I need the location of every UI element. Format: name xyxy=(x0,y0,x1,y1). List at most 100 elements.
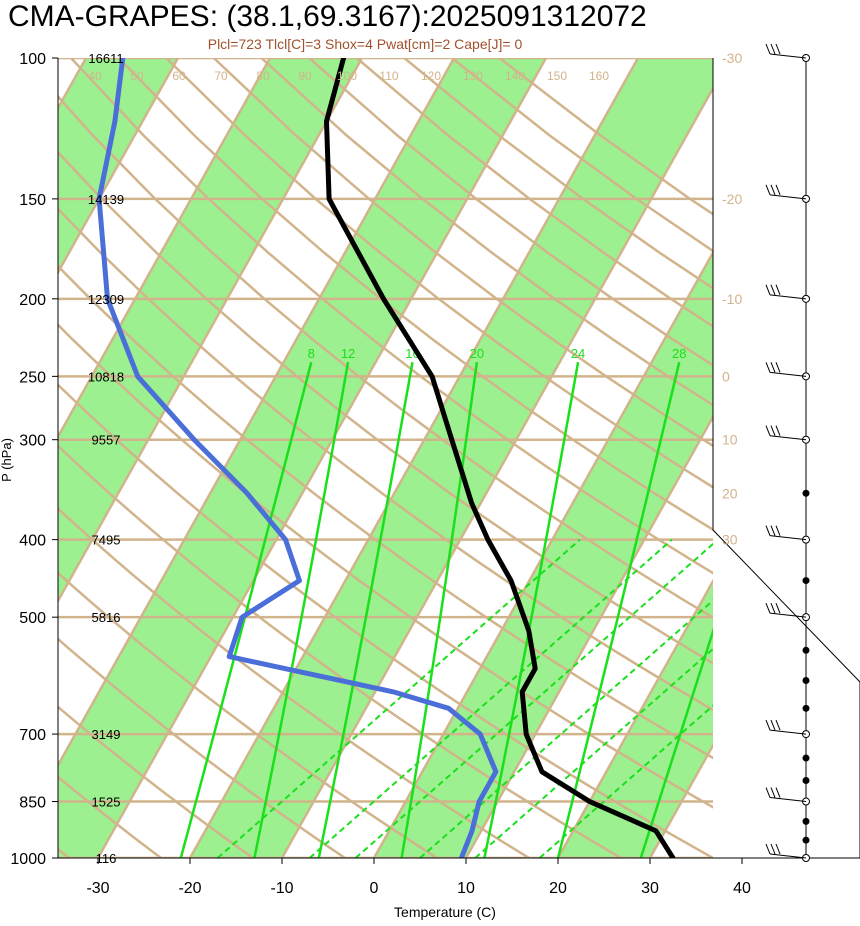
mixing-ratio-label: 2 xyxy=(312,860,318,871)
moist-adiabat-label: 32 xyxy=(792,346,806,361)
wind-barb-feather xyxy=(766,526,770,536)
theta-top-label: 140 xyxy=(505,69,525,83)
moist-adiabat-label: 20 xyxy=(470,346,484,361)
wind-level-dot xyxy=(803,818,810,825)
wind-barb-feather xyxy=(776,526,780,536)
wind-barb-feather xyxy=(766,362,770,372)
wind-level-dot xyxy=(803,755,810,762)
wind-barb-feather xyxy=(766,788,770,798)
wind-barb-feather xyxy=(766,185,770,195)
dry-adiabat-label: -30 xyxy=(722,50,742,66)
wind-barb-feather xyxy=(776,44,780,54)
height-label: 9557 xyxy=(92,433,121,448)
wind-barb-shaft xyxy=(770,295,806,299)
theta-top-label: 100 xyxy=(337,69,357,83)
height-label: 10818 xyxy=(88,369,124,384)
theta-top-label: 130 xyxy=(463,69,483,83)
wind-barb-shaft xyxy=(770,195,806,199)
theta-top-label: 60 xyxy=(172,69,186,83)
isotherm-band xyxy=(742,58,860,858)
wind-level-dot xyxy=(803,647,810,654)
x-tick-label: 40 xyxy=(733,880,751,897)
wind-barb-shaft xyxy=(770,613,806,617)
wind-barb-feather xyxy=(776,285,780,295)
y-tick-label: 300 xyxy=(19,433,46,450)
height-label: 7495 xyxy=(92,533,121,548)
mixing-ratio-label: 8 xyxy=(477,860,483,871)
height-label: 14139 xyxy=(88,192,124,207)
wind-barb-feather xyxy=(771,844,775,854)
wind-level-dot xyxy=(803,837,810,844)
x-tick-label: 30 xyxy=(641,880,659,897)
mixing-ratio-label: 5 xyxy=(422,860,428,871)
wind-barb-feather xyxy=(766,844,770,854)
wind-barb-feather xyxy=(776,426,780,436)
x-axis-label: Temperature (C) xyxy=(394,904,496,920)
wind-level-dot xyxy=(803,490,810,497)
wind-barb-shaft xyxy=(770,798,806,802)
x-tick-label: 20 xyxy=(549,880,567,897)
wind-barb-feather xyxy=(776,603,780,613)
moist-adiabat-label: 24 xyxy=(571,346,585,361)
wind-barb-shaft xyxy=(770,54,806,58)
y-axis-label: P (hPa) xyxy=(0,438,14,482)
x-tick-label: -20 xyxy=(178,880,201,897)
theta-top-label: 80 xyxy=(256,69,270,83)
height-label: 5816 xyxy=(92,610,121,625)
wind-barb-feather xyxy=(771,603,775,613)
y-tick-label: 850 xyxy=(19,795,46,812)
theta-top-label: 50 xyxy=(130,69,144,83)
y-tick-label: 250 xyxy=(19,369,46,386)
wind-barb-feather xyxy=(771,426,775,436)
chart-subtitle: Plcl=723 Tlcl[C]=3 Shox=4 Pwat[cm]=2 Cap… xyxy=(208,36,523,52)
height-label: 1525 xyxy=(92,795,121,810)
height-label: 3149 xyxy=(92,727,121,742)
wind-barb-feather xyxy=(766,720,770,730)
wind-barb-feather xyxy=(766,44,770,54)
dry-adiabat-label: 30 xyxy=(722,532,738,548)
theta-top-label: 40 xyxy=(88,69,102,83)
height-label: 16611 xyxy=(88,51,123,66)
x-tick-label: 10 xyxy=(457,880,475,897)
wind-barb-feather xyxy=(771,285,775,295)
mixing-ratio-label: 1 xyxy=(220,860,226,871)
wind-level-dot xyxy=(803,577,810,584)
theta-top-label: 160 xyxy=(589,69,609,83)
height-label: 116 xyxy=(96,851,117,866)
height-label: 12309 xyxy=(88,292,124,307)
isotherm-line xyxy=(742,58,860,858)
wind-barb-shaft xyxy=(770,372,806,376)
wind-barb-shaft xyxy=(770,854,806,858)
wind-barb-feather xyxy=(771,44,775,54)
wind-barb-feather xyxy=(776,788,780,798)
wind-barb-feather xyxy=(776,720,780,730)
wind-barb-feather xyxy=(766,426,770,436)
wind-barb-feather xyxy=(771,788,775,798)
wind-barb-shaft xyxy=(770,536,806,540)
wind-barb-shaft xyxy=(770,730,806,734)
plot-border xyxy=(713,58,860,858)
x-tick-label: -30 xyxy=(86,880,109,897)
wind-level-dot xyxy=(803,705,810,712)
wind-barb-feather xyxy=(771,185,775,195)
y-tick-label: 1000 xyxy=(10,851,46,868)
dry-adiabat-label: -10 xyxy=(722,291,742,307)
moist-adiabat-label: 12 xyxy=(341,346,355,361)
wind-level-dot xyxy=(803,677,810,684)
y-tick-label: 700 xyxy=(19,727,46,744)
moist-adiabat-label: 8 xyxy=(308,346,315,361)
wind-level-dot xyxy=(803,777,810,784)
mixing-ratio-label: 12 xyxy=(542,860,554,871)
dry-adiabat-label: 0 xyxy=(722,368,730,384)
wind-barb-feather xyxy=(766,603,770,613)
wind-barb-panel xyxy=(766,44,810,862)
x-tick-label: 0 xyxy=(370,880,379,897)
theta-top-label: 90 xyxy=(298,69,312,83)
theta-top-label: 150 xyxy=(547,69,567,83)
y-tick-label: 400 xyxy=(19,533,46,550)
y-tick-label: 500 xyxy=(19,610,46,627)
wind-barb-feather xyxy=(771,362,775,372)
chart-title: CMA-GRAPES: (38.1,69.3167):2025091312072 xyxy=(8,0,647,33)
